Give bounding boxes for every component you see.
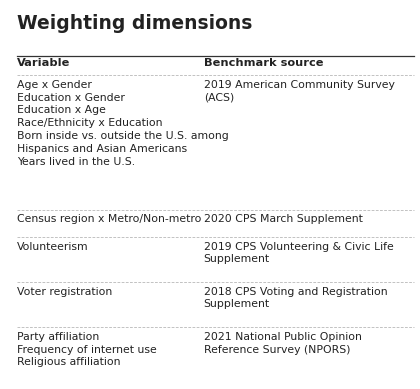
Text: Weighting dimensions: Weighting dimensions bbox=[17, 14, 252, 33]
Text: Volunteerism: Volunteerism bbox=[17, 242, 89, 252]
Text: Variable: Variable bbox=[17, 58, 70, 68]
Text: Party affiliation
Frequency of internet use
Religious affiliation: Party affiliation Frequency of internet … bbox=[17, 332, 157, 368]
Text: 2021 National Public Opinion
Reference Survey (NPORS): 2021 National Public Opinion Reference S… bbox=[204, 332, 362, 355]
Text: Census region x Metro/Non-metro: Census region x Metro/Non-metro bbox=[17, 214, 201, 224]
Text: Voter registration: Voter registration bbox=[17, 287, 112, 297]
Text: 2018 CPS Voting and Registration
Supplement: 2018 CPS Voting and Registration Supplem… bbox=[204, 287, 387, 310]
Text: 2019 CPS Volunteering & Civic Life
Supplement: 2019 CPS Volunteering & Civic Life Suppl… bbox=[204, 242, 394, 265]
Text: 2019 American Community Survey
(ACS): 2019 American Community Survey (ACS) bbox=[204, 80, 394, 103]
Text: Benchmark source: Benchmark source bbox=[204, 58, 323, 68]
Text: 2020 CPS March Supplement: 2020 CPS March Supplement bbox=[204, 214, 362, 224]
Text: Age x Gender
Education x Gender
Education x Age
Race/Ethnicity x Education
Born : Age x Gender Education x Gender Educatio… bbox=[17, 80, 228, 166]
